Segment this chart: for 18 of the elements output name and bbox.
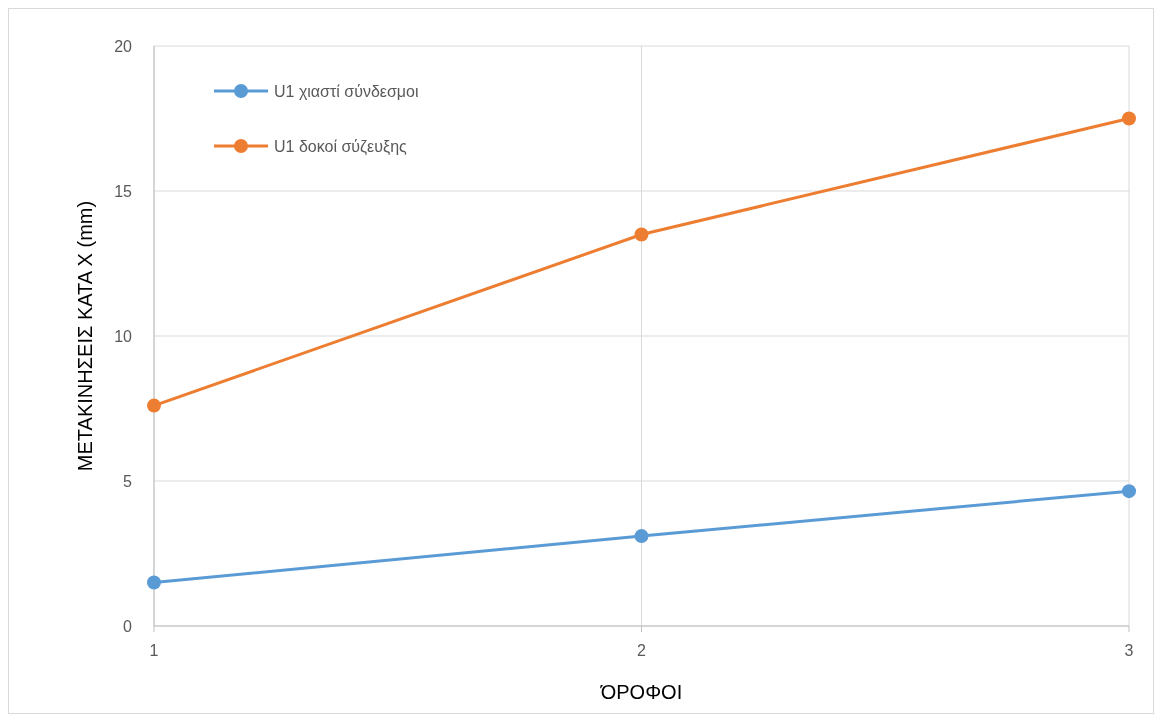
legend-label: U1 δοκοί σύζευξης — [274, 138, 408, 156]
point — [634, 529, 649, 544]
y-tick-label: 10 — [114, 328, 133, 345]
point — [1122, 484, 1136, 499]
y-tick-label: 20 — [114, 38, 133, 55]
point — [147, 398, 161, 413]
y-tick-label: 5 — [123, 473, 133, 490]
x-tick-label: 2 — [637, 642, 647, 659]
x-tick-label: 1 — [149, 642, 159, 659]
point — [147, 575, 161, 590]
x-axis-title: ΌΡΟΦΟΙ — [599, 681, 683, 703]
point — [634, 227, 649, 242]
y-tick-label: 0 — [123, 618, 133, 635]
point — [1122, 111, 1136, 126]
y-tick-label: 15 — [114, 183, 133, 200]
x-tick-label: 3 — [1124, 642, 1134, 659]
y-axis-title: ΜΕΤΑΚΙΝΗΣΕΙΣ ΚΑΤΑ Χ (mm) — [74, 200, 96, 472]
legend-label: U1 χιαστί σύνδεσμοι — [274, 83, 419, 100]
